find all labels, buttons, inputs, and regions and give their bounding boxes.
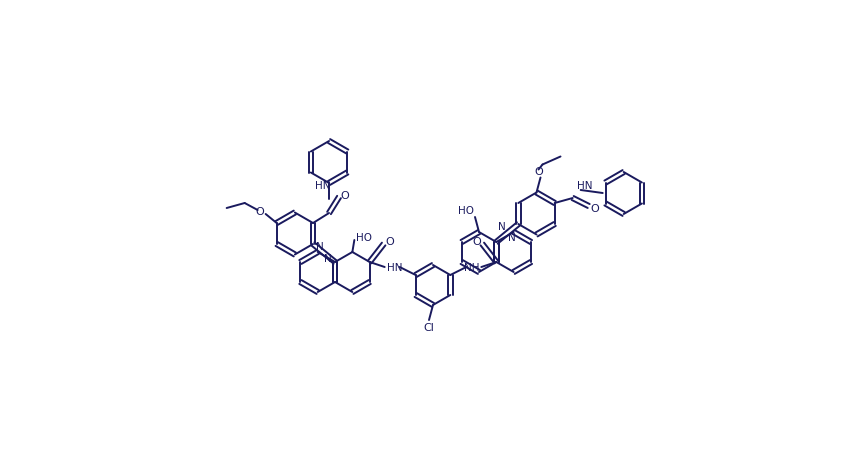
Text: HO: HO: [356, 233, 372, 243]
Text: O: O: [385, 237, 394, 247]
Text: N: N: [508, 233, 516, 243]
Text: Cl: Cl: [423, 322, 435, 332]
Text: N: N: [324, 253, 332, 263]
Text: HN: HN: [577, 181, 592, 191]
Text: NH: NH: [463, 263, 479, 273]
Text: O: O: [340, 191, 349, 201]
Text: HN: HN: [387, 263, 403, 273]
Text: O: O: [472, 237, 481, 247]
Text: HO: HO: [458, 206, 474, 216]
Text: O: O: [534, 166, 543, 176]
Text: N: N: [499, 222, 507, 232]
Text: N: N: [316, 242, 324, 252]
Text: O: O: [591, 203, 599, 213]
Text: O: O: [255, 207, 264, 217]
Text: HN: HN: [315, 181, 331, 191]
